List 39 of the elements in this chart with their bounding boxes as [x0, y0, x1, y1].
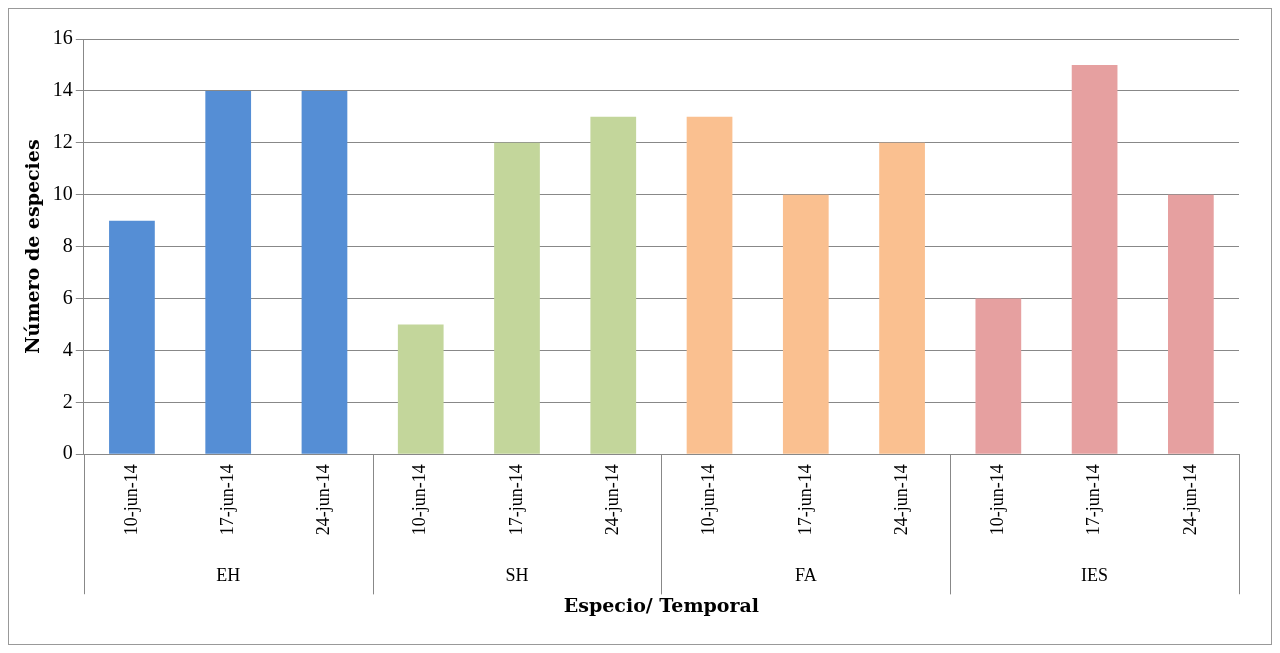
text: FA	[794, 564, 817, 585]
x-tick-label: 24-jun-14	[890, 464, 911, 536]
text: EH	[216, 564, 241, 585]
y-tick-label: 2	[62, 389, 73, 412]
x-tick-label: 24-jun-14	[1179, 464, 1200, 536]
x-tick-label: 17-jun-14	[794, 464, 815, 536]
x-axis-title: Especio/ Temporal	[563, 593, 760, 616]
bar	[1071, 64, 1118, 454]
x-tick-label: 24-jun-14	[602, 464, 622, 536]
x-tick-label: 10-jun-14	[409, 464, 430, 536]
bar	[494, 142, 540, 454]
bar	[782, 194, 829, 454]
bar	[397, 324, 444, 454]
bar	[109, 220, 155, 454]
y-axis-title: Número de especies	[21, 139, 44, 354]
bar	[686, 116, 733, 454]
x-tick-label: 10-jun-14	[987, 464, 1008, 536]
y-tick-label: 4	[62, 337, 73, 360]
bar	[879, 142, 925, 454]
x-tick-label: 10-jun-14	[698, 464, 719, 536]
x-tick-label: 17-jun-14	[505, 464, 526, 536]
x-tick-label: 17-jun-14	[1083, 464, 1104, 536]
y-tick-label: 14	[52, 78, 73, 101]
text: SH	[505, 564, 529, 585]
bar	[975, 298, 1022, 454]
bar	[205, 90, 252, 454]
text: IES	[1081, 564, 1109, 585]
y-tick-label: 12	[52, 130, 73, 153]
y-tick-label: 6	[62, 285, 73, 308]
y-tick-label: 10	[52, 181, 73, 204]
y-tick-label: 16	[52, 26, 73, 49]
bar	[1168, 194, 1214, 454]
x-tick-label: 24-jun-14	[313, 464, 334, 536]
bar	[590, 116, 637, 454]
x-tick-label: 10-jun-14	[120, 464, 141, 536]
x-tick-label: 17-jun-14	[216, 464, 237, 536]
y-tick-label: 0	[62, 441, 73, 464]
bar	[301, 90, 348, 454]
y-tick-label: 8	[62, 233, 73, 256]
